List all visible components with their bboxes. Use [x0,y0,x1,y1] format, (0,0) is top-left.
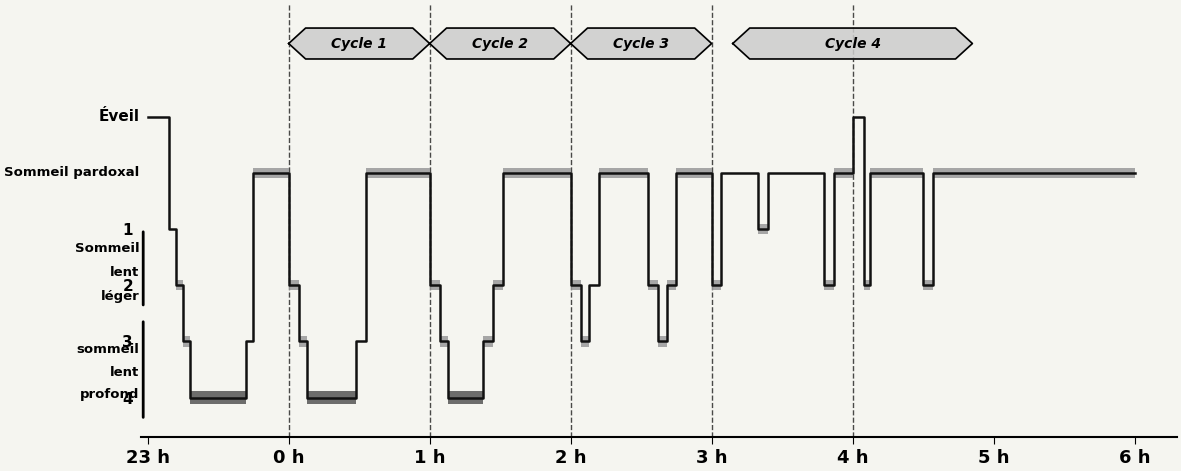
Polygon shape [288,28,430,59]
Polygon shape [570,28,712,59]
Bar [254,168,288,178]
Bar [677,168,712,178]
Text: Sommeil: Sommeil [74,242,139,255]
Bar [824,280,834,290]
Text: lent: lent [110,267,139,279]
Text: Cycle 1: Cycle 1 [331,37,387,50]
Polygon shape [732,28,972,59]
Bar [190,391,247,404]
Bar [176,280,183,290]
Text: Éveil: Éveil [98,109,139,124]
Bar [448,391,483,404]
Bar [933,168,1135,178]
Bar [712,280,722,290]
Text: sommeil: sommeil [77,343,139,357]
Bar [869,168,924,178]
Bar [834,168,853,178]
Text: léger: léger [100,290,139,303]
Bar [666,280,677,290]
Bar [863,280,869,290]
Bar [483,336,494,347]
Bar [494,280,503,290]
Text: Cycle 2: Cycle 2 [472,37,528,50]
Bar [430,280,439,290]
Bar [924,280,933,290]
Bar [658,336,666,347]
Bar [503,168,570,178]
Text: Sommeil pardoxal: Sommeil pardoxal [4,166,139,179]
Bar [288,280,299,290]
Text: Cycle 4: Cycle 4 [824,37,881,50]
Bar [183,336,190,347]
Bar [299,336,307,347]
Text: Cycle 3: Cycle 3 [613,37,670,50]
Polygon shape [430,28,570,59]
Bar [366,168,430,178]
Bar [581,336,589,347]
Text: lent: lent [110,366,139,379]
Bar [307,391,357,404]
Bar [439,336,448,347]
Text: profond: profond [80,389,139,401]
Bar [599,168,648,178]
Bar [648,280,658,290]
Bar [570,280,581,290]
Bar [758,224,768,234]
